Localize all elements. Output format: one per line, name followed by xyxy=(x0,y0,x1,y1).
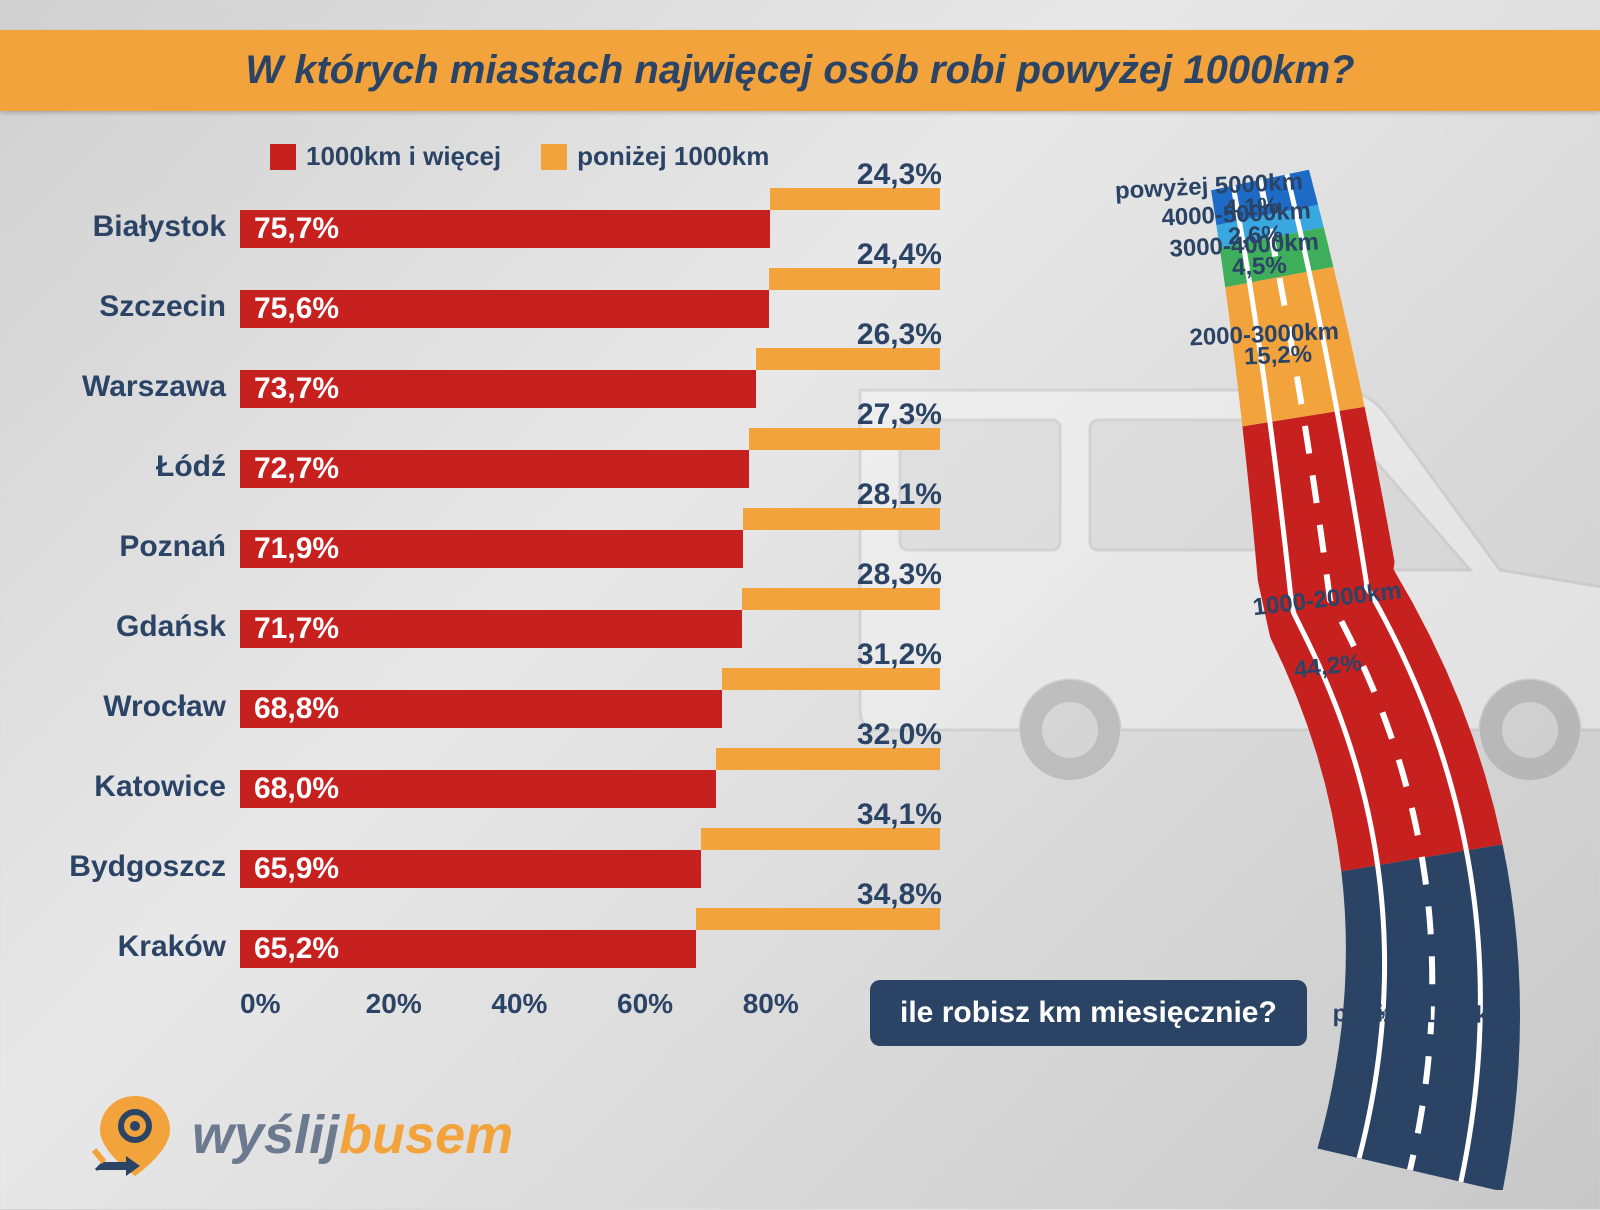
bar-track: 71,9%28,1% xyxy=(240,508,940,568)
bar-segment-secondary: 24,3% xyxy=(770,188,940,210)
city-label: Łódź xyxy=(40,450,240,488)
bar-segment-secondary: 26,3% xyxy=(756,348,940,370)
city-bar-chart: Białystok75,7%24,3%Szczecin75,6%24,4%War… xyxy=(40,188,1020,968)
legend-swatch xyxy=(270,144,296,170)
page-title: W których miastach najwięcej osób robi p… xyxy=(0,48,1600,93)
city-label: Warszawa xyxy=(40,370,240,408)
logo-text: wyślijbusem xyxy=(192,1104,513,1166)
x-axis-tick: 0% xyxy=(240,988,366,1020)
x-axis-tick: 80% xyxy=(743,988,869,1020)
bar-segment-secondary: 28,3% xyxy=(742,588,940,610)
bar-track: 71,7%28,3% xyxy=(240,588,940,648)
legend-swatch xyxy=(541,144,567,170)
bar-secondary-value: 32,0% xyxy=(857,718,942,752)
legend-item: poniżej 1000km xyxy=(541,141,769,172)
bar-row: Kraków65,2%34,8% xyxy=(40,908,1020,968)
logo: wyślijbusem xyxy=(90,1090,1020,1180)
bar-segment-primary: 65,9% xyxy=(240,850,701,888)
bar-track: 75,7%24,3% xyxy=(240,188,940,248)
bar-segment-secondary: 28,1% xyxy=(743,508,940,530)
bar-track: 65,2%34,8% xyxy=(240,908,940,968)
legend-item: 1000km i więcej xyxy=(270,141,501,172)
city-label: Bydgoszcz xyxy=(40,850,240,888)
bar-segment-secondary: 32,0% xyxy=(716,748,940,770)
legend-label: poniżej 1000km xyxy=(577,141,769,172)
bar-segment-primary: 68,0% xyxy=(240,770,716,808)
legend-label: 1000km i więcej xyxy=(306,141,501,172)
logo-word-2: busem xyxy=(339,1105,513,1165)
bar-segment-secondary: 34,8% xyxy=(696,908,940,930)
bar-segment-primary: 72,7% xyxy=(240,450,749,488)
bar-track: 68,0%32,0% xyxy=(240,748,940,808)
bar-secondary-value: 28,3% xyxy=(857,558,942,592)
city-label: Wrocław xyxy=(40,690,240,728)
bar-track: 65,9%34,1% xyxy=(240,828,940,888)
bar-segment-primary: 73,7% xyxy=(240,370,756,408)
bar-segment-primary: 71,9% xyxy=(240,530,743,568)
bar-secondary-value: 26,3% xyxy=(857,318,942,352)
bar-segment-primary: 75,6% xyxy=(240,290,769,328)
x-axis-tick: 60% xyxy=(617,988,743,1020)
bar-secondary-value: 34,1% xyxy=(857,798,942,832)
bar-segment-primary: 65,2% xyxy=(240,930,696,968)
road-pct-label: 29,4% xyxy=(1353,994,1421,1023)
bar-segment-secondary: 34,1% xyxy=(701,828,940,850)
bar-segment-secondary: 27,3% xyxy=(749,428,940,450)
road-pct-label: 15,2% xyxy=(1243,340,1312,371)
city-label: Kraków xyxy=(40,930,240,968)
bar-segment-secondary: 31,2% xyxy=(722,668,940,690)
bar-secondary-value: 28,1% xyxy=(857,478,942,512)
title-bar: W których miastach najwięcej osób robi p… xyxy=(0,30,1600,111)
bar-track: 72,7%27,3% xyxy=(240,428,940,488)
bar-secondary-value: 27,3% xyxy=(857,398,942,432)
logo-pin-icon xyxy=(90,1090,180,1180)
bar-segment-primary: 75,7% xyxy=(240,210,770,248)
x-axis-tick: 20% xyxy=(366,988,492,1020)
callout-box: ile robisz km miesięcznie? xyxy=(870,980,1307,1046)
city-label: Białystok xyxy=(40,210,240,248)
city-label: Szczecin xyxy=(40,290,240,328)
bar-track: 73,7%26,3% xyxy=(240,348,940,408)
bar-segment-primary: 71,7% xyxy=(240,610,742,648)
logo-word-1: wyślij xyxy=(192,1105,339,1165)
city-label: Katowice xyxy=(40,770,240,808)
bar-secondary-value: 31,2% xyxy=(857,638,942,672)
bar-track: 68,8%31,2% xyxy=(240,668,940,728)
city-label: Gdańsk xyxy=(40,610,240,648)
bar-segment-primary: 68,8% xyxy=(240,690,722,728)
x-axis: 0%20%40%60%80%100% xyxy=(240,988,940,1020)
bar-secondary-value: 24,4% xyxy=(857,238,942,272)
bar-track: 75,6%24,4% xyxy=(240,268,940,328)
city-label: Poznań xyxy=(40,530,240,568)
bar-secondary-value: 24,3% xyxy=(857,158,942,192)
x-axis-tick: 40% xyxy=(491,988,617,1020)
bar-secondary-value: 34,8% xyxy=(857,878,942,912)
road-pct-label: 4,5% xyxy=(1232,252,1288,283)
bar-segment-secondary: 24,4% xyxy=(769,268,940,290)
callout-text: ile robisz km miesięcznie? xyxy=(900,996,1277,1029)
road-segment xyxy=(1242,407,1502,871)
